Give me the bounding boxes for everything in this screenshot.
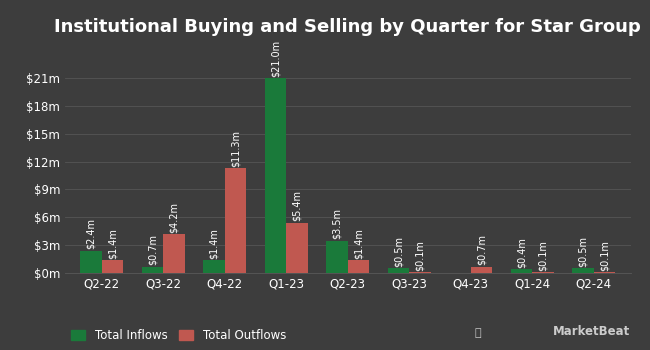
Bar xyxy=(203,260,225,273)
Bar xyxy=(286,223,308,273)
Bar xyxy=(572,268,593,273)
Bar xyxy=(387,268,410,273)
Text: $0.4m: $0.4m xyxy=(516,237,526,268)
Bar xyxy=(532,272,554,273)
Text: $5.4m: $5.4m xyxy=(292,190,302,222)
Title: Institutional Buying and Selling by Quarter for Star Group: Institutional Buying and Selling by Quar… xyxy=(55,18,641,36)
Bar xyxy=(410,272,431,273)
Bar xyxy=(265,78,286,273)
Text: $0.5m: $0.5m xyxy=(578,236,588,267)
Text: ⼏: ⼏ xyxy=(474,328,481,338)
Bar xyxy=(326,240,348,273)
Legend: Total Inflows, Total Outflows: Total Inflows, Total Outflows xyxy=(71,329,286,342)
Text: $21.0m: $21.0m xyxy=(270,40,281,77)
Bar xyxy=(81,251,102,273)
Bar xyxy=(225,168,246,273)
Text: $0.1m: $0.1m xyxy=(415,240,425,271)
Text: $1.4m: $1.4m xyxy=(354,228,363,259)
Bar xyxy=(348,260,369,273)
Bar xyxy=(471,266,492,273)
Bar xyxy=(163,234,185,273)
Bar xyxy=(593,272,615,273)
Text: $4.2m: $4.2m xyxy=(169,202,179,233)
Text: $0.7m: $0.7m xyxy=(476,234,486,265)
Text: $0.7m: $0.7m xyxy=(148,234,157,265)
Bar xyxy=(511,269,532,273)
Text: $0.5m: $0.5m xyxy=(393,236,404,267)
Bar xyxy=(102,260,124,273)
Text: $3.5m: $3.5m xyxy=(332,208,342,239)
Text: $2.4m: $2.4m xyxy=(86,218,96,249)
Text: $11.3m: $11.3m xyxy=(231,130,240,167)
Text: $0.1m: $0.1m xyxy=(599,240,610,271)
Bar xyxy=(142,266,163,273)
Text: MarketBeat: MarketBeat xyxy=(553,325,630,338)
Text: $0.1m: $0.1m xyxy=(538,240,548,271)
Text: $1.4m: $1.4m xyxy=(108,228,118,259)
Text: $1.4m: $1.4m xyxy=(209,228,219,259)
